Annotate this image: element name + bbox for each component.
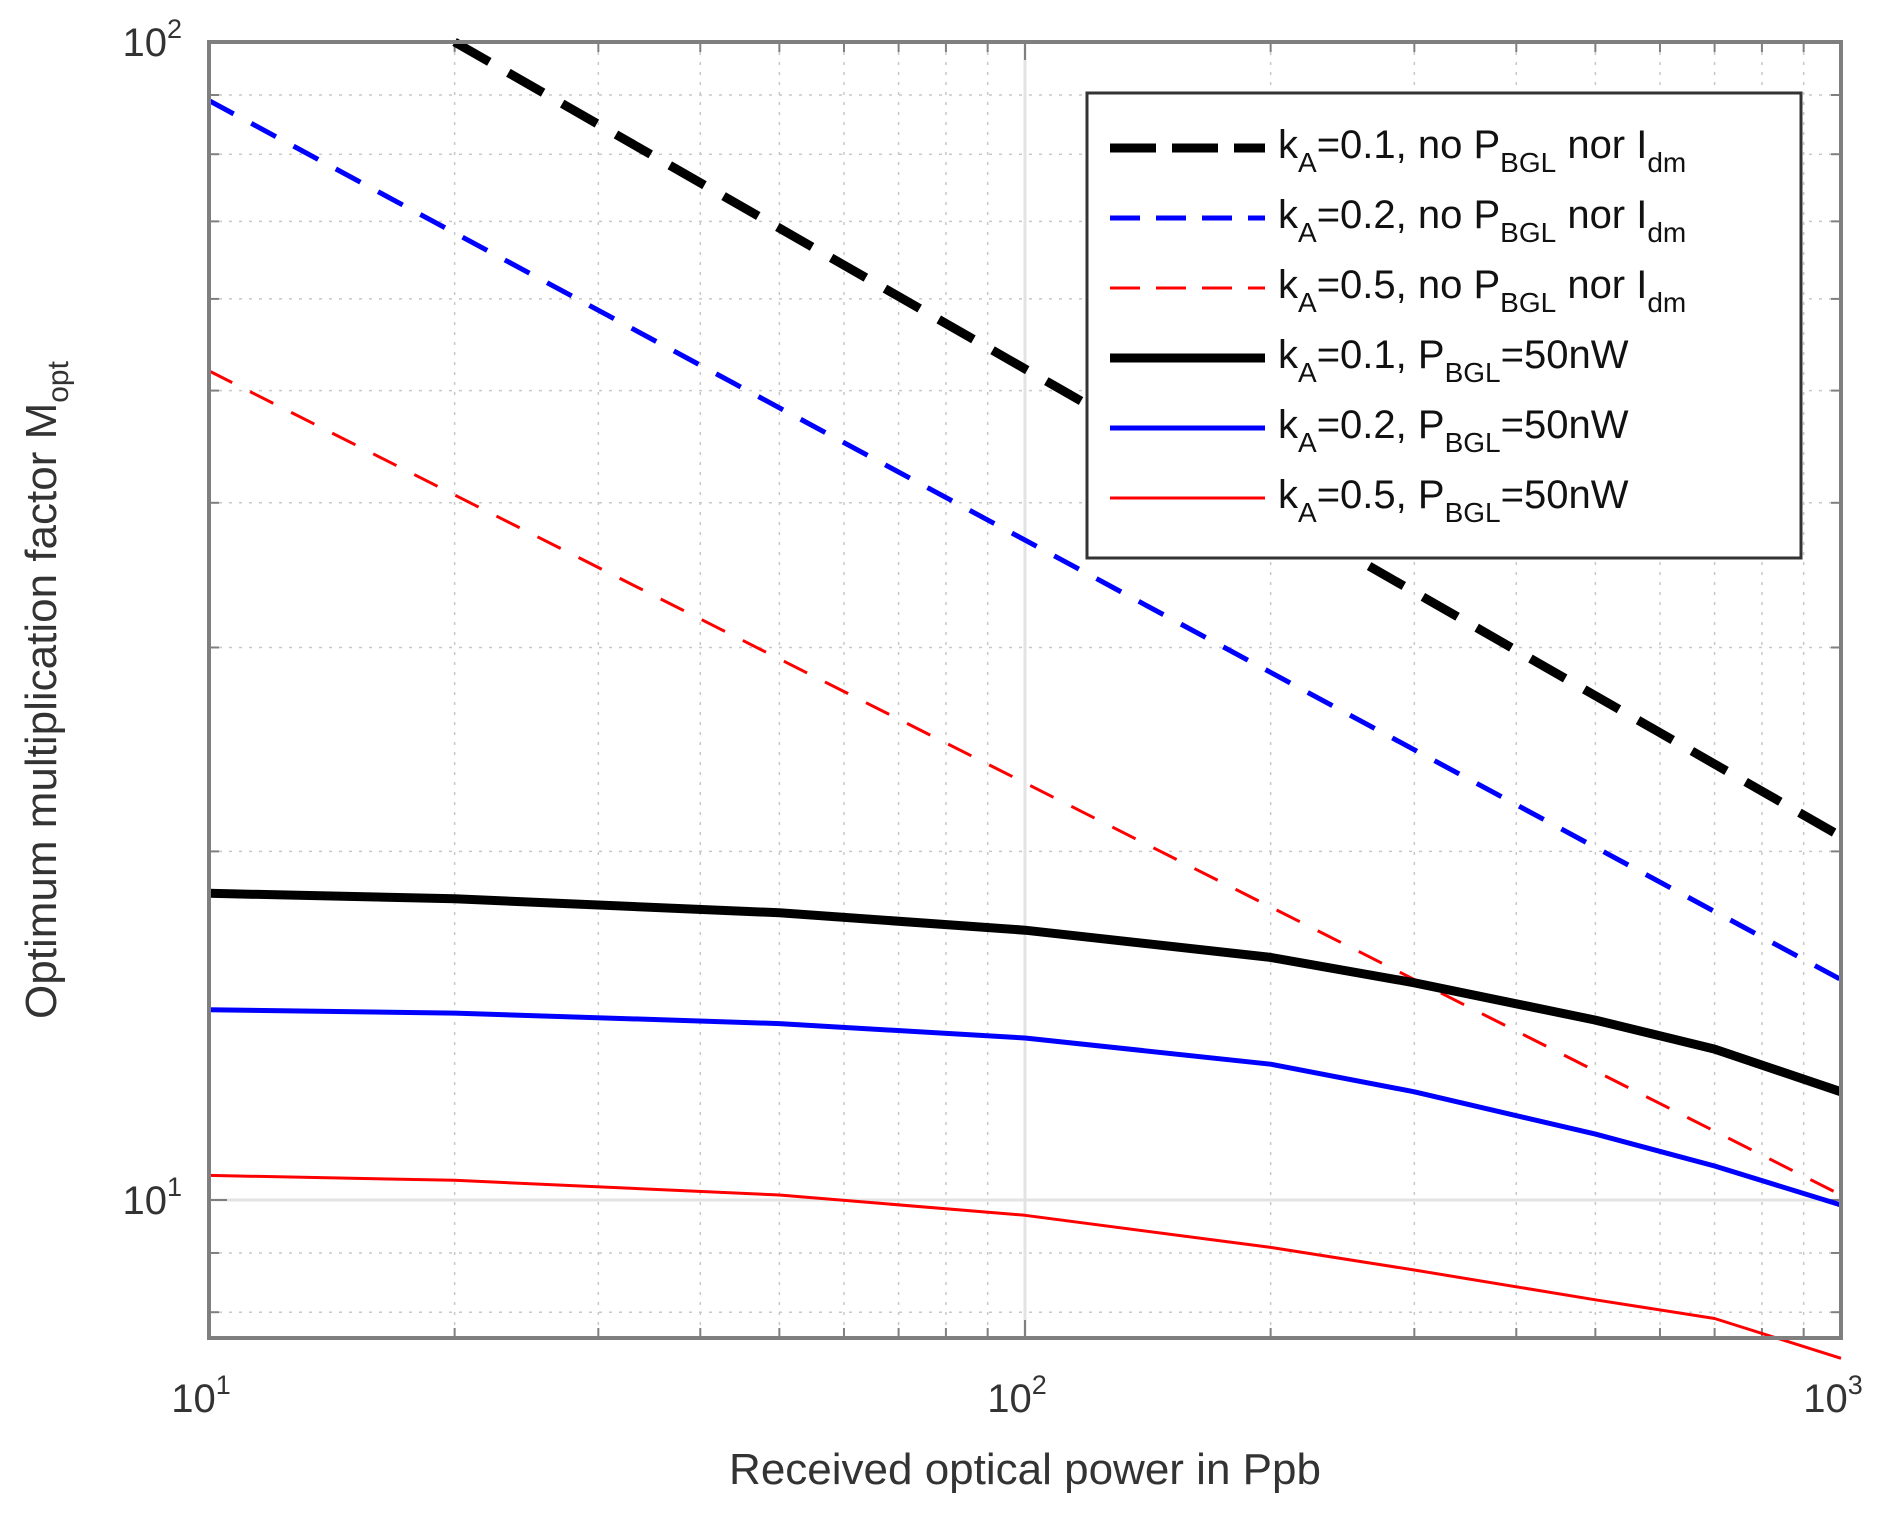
legend-subscript: dm — [1647, 217, 1686, 248]
series-line-3 — [208, 369, 1842, 1197]
legend-text-run: k — [1278, 263, 1299, 307]
legend-text-run: =0.2, P — [1317, 403, 1445, 447]
x-tick-label: 101 — [171, 1370, 231, 1421]
x-tick-exponent: 3 — [1848, 1370, 1863, 1400]
y-axis-title-sub: opt — [42, 360, 75, 402]
legend-label-5: kA=0.2, PBGL=50nW — [1278, 403, 1629, 458]
legend-text-run: k — [1278, 333, 1299, 377]
legend-subscript: A — [1298, 147, 1317, 178]
legend-text-run: k — [1278, 193, 1299, 237]
x-tick-base: 10 — [171, 1377, 216, 1421]
legend-subscript: A — [1298, 497, 1317, 528]
legend-subscript: A — [1298, 427, 1317, 458]
legend-subscript: A — [1298, 217, 1317, 248]
y-axis-title: Optimum multiplication factor Mopt — [17, 360, 75, 1019]
y-tick-exponent: 1 — [167, 1172, 182, 1202]
legend-subscript: BGL — [1445, 357, 1501, 388]
legend-text-run: k — [1278, 123, 1299, 167]
legend-text-run: =50nW — [1501, 473, 1629, 517]
legend-subscript: BGL — [1500, 217, 1556, 248]
y-axis-title-main: Optimum multiplication factor M — [17, 403, 66, 1019]
x-tick-base: 10 — [1803, 1377, 1848, 1421]
x-tick-label: 103 — [1803, 1370, 1863, 1421]
legend-text-run: k — [1278, 473, 1299, 517]
series-line-4 — [208, 888, 1843, 1097]
legend-label-1: kA=0.1, no PBGL nor Idm — [1278, 123, 1686, 178]
x-tick-exponent: 2 — [1032, 1370, 1047, 1400]
x-tick-label: 102 — [987, 1370, 1047, 1421]
legend-subscript: dm — [1647, 287, 1686, 318]
x-axis-title: Received optical power in Ppb — [729, 1445, 1321, 1494]
legend-subscript: dm — [1647, 147, 1686, 178]
legend-text-run: =50nW — [1501, 333, 1629, 377]
y-tick-exponent: 2 — [167, 14, 182, 44]
legend-subscript: BGL — [1445, 497, 1501, 528]
legend-text-run: =0.1, no P — [1317, 123, 1500, 167]
series-line-1 — [452, 38, 1844, 841]
legend-label-3: kA=0.5, no PBGL nor Idm — [1278, 263, 1686, 318]
legend-text-run: k — [1278, 403, 1299, 447]
plot-frame — [207, 40, 1843, 1340]
legend-box — [1085, 91, 1803, 560]
legend-label-6: kA=0.5, PBGL=50nW — [1278, 473, 1629, 528]
y-tick-base: 10 — [122, 21, 167, 65]
legend-subscript: BGL — [1500, 147, 1556, 178]
legend-subscript: BGL — [1500, 287, 1556, 318]
x-tick-base: 10 — [987, 1377, 1032, 1421]
legend-text-run: nor I — [1556, 123, 1647, 167]
legend-text-run: nor I — [1556, 193, 1647, 237]
legend-text-run: =0.5, P — [1317, 473, 1445, 517]
legend-subscript: A — [1298, 357, 1317, 388]
legend-text-run: =0.5, no P — [1317, 263, 1500, 307]
legend-text-run: =50nW — [1501, 403, 1629, 447]
y-tick-label: 101 — [122, 1172, 182, 1223]
legend-label-2: kA=0.2, no PBGL nor Idm — [1278, 193, 1686, 248]
series-line-6 — [208, 1173, 1842, 1360]
series-line-5 — [208, 1007, 1842, 1208]
legend-label-4: kA=0.1, PBGL=50nW — [1278, 333, 1629, 388]
legend-text-run: =0.2, no P — [1317, 193, 1500, 237]
series-line-2 — [207, 98, 1843, 982]
y-tick-base: 10 — [122, 1179, 167, 1223]
y-tick-label: 102 — [122, 14, 182, 65]
legend-text-run: nor I — [1556, 263, 1647, 307]
series-group — [207, 38, 1844, 1360]
x-tick-exponent: 1 — [216, 1370, 231, 1400]
x-tick-labels: 101 102 103 — [171, 1370, 1863, 1421]
legend-text-run: =0.1, P — [1317, 333, 1445, 377]
legend-subscript: BGL — [1445, 427, 1501, 458]
legend-subscript: A — [1298, 287, 1317, 318]
